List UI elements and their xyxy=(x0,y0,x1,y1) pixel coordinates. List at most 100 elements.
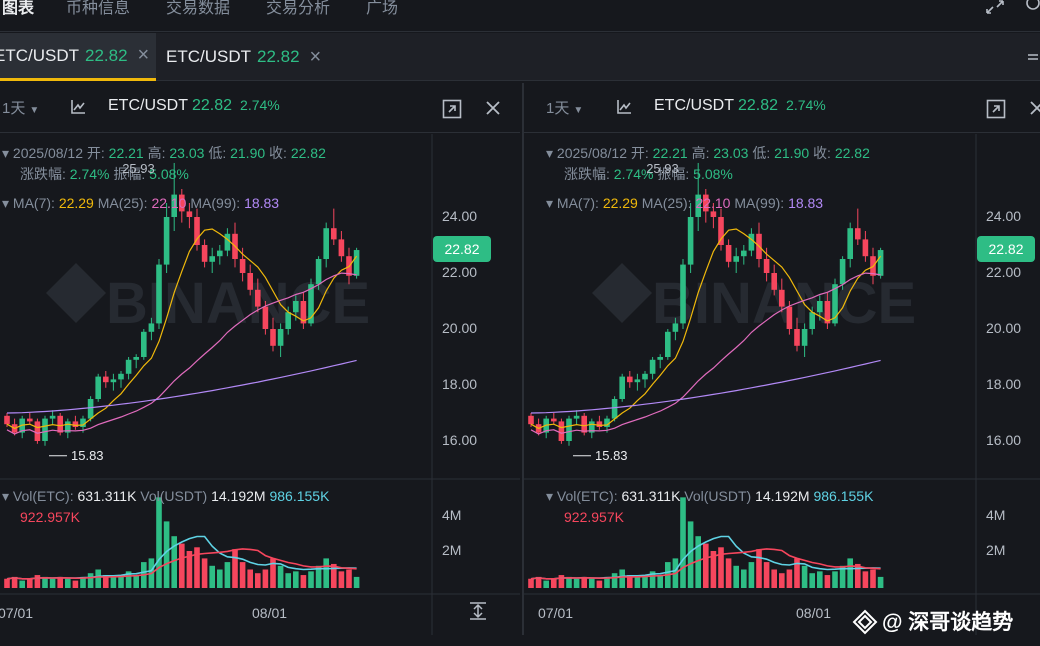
volume-bar xyxy=(49,578,56,588)
volume-bar xyxy=(756,549,762,588)
interval-selector[interactable]: 1天 ▼ xyxy=(546,97,583,118)
info-high-label: 高: xyxy=(691,145,710,161)
volume-bar xyxy=(733,565,739,588)
indicator-icon[interactable] xyxy=(70,99,86,115)
info-low: 21.90 xyxy=(774,145,810,161)
volume-bar xyxy=(217,569,223,588)
indicator-icon[interactable] xyxy=(616,99,632,115)
chart-panel-left: BINANCE 1天 ▼ ETC/USDT 22.82 2.74% 24.00 22.0… xyxy=(0,83,520,635)
close-icon[interactable]: × xyxy=(309,45,322,68)
candle-body xyxy=(95,376,101,399)
close-icon[interactable]: × xyxy=(137,44,150,66)
nav-item-square[interactable]: 广场 xyxy=(366,0,399,17)
candle-body xyxy=(619,376,625,399)
candle-body xyxy=(239,259,246,273)
candle-body xyxy=(171,194,177,217)
volume-bar xyxy=(338,571,345,588)
volume-bar xyxy=(27,578,33,588)
interval-selector[interactable]: 1天 ▼ xyxy=(2,97,39,118)
nav-item-trading-data[interactable]: 交易数据 xyxy=(166,0,231,17)
panel-header: 1天 ▼ ETC/USDT 22.82 2.74% xyxy=(0,83,520,133)
layout-icon[interactable] xyxy=(1026,49,1040,65)
volume-bar xyxy=(57,576,63,588)
ma99-line xyxy=(530,359,881,414)
candle-body xyxy=(847,228,853,259)
nav-item-coin-info[interactable]: 币种信息 xyxy=(66,0,131,17)
volume-bar xyxy=(619,569,625,588)
nav-item-chart[interactable]: 图表 xyxy=(2,0,35,17)
price-axis-tick: 20.00 xyxy=(986,320,1022,336)
pair-price: 22.82 xyxy=(192,97,233,114)
volume-bar xyxy=(95,569,101,588)
volume-bar xyxy=(566,576,572,588)
volume-bar xyxy=(179,543,185,588)
candle-body xyxy=(733,256,739,262)
info-amp-label: 振幅: xyxy=(113,166,146,182)
info-amp-val: 5.08% xyxy=(149,166,189,182)
time-axis-tick: 07/01 xyxy=(0,605,34,621)
tab-price: 22.82 xyxy=(85,45,128,65)
volume-bar xyxy=(695,536,701,588)
ohlc-info-row: ▾ 2025/08/12 开: 22.21 高: 23.03 低: 21.90 … xyxy=(2,145,326,161)
volume-bar xyxy=(42,576,48,588)
ma99-line xyxy=(6,359,357,414)
ohlc-info-row: ▾ 2025/08/12 开: 22.21 高: 23.03 低: 21.90 … xyxy=(546,145,870,161)
candlestick-chart[interactable]: BINANCE xyxy=(524,83,1040,635)
candlestick-chart[interactable]: BINANCE xyxy=(0,83,520,635)
nav-item-trading-analysis[interactable]: 交易分析 xyxy=(266,0,331,17)
popout-icon[interactable] xyxy=(442,99,462,119)
volume-bar xyxy=(163,521,170,588)
candle-body xyxy=(695,194,701,217)
info-change-label: 涨跌幅: xyxy=(20,166,66,182)
candle-body xyxy=(72,421,79,427)
candle-body xyxy=(573,415,580,419)
info-vol-usdt-label: Vol(USDT) xyxy=(140,488,208,504)
tab-symbol: ETC/USDT xyxy=(0,45,79,65)
pair-name: ETC/USDT xyxy=(654,97,734,114)
tab-etc-usdt-1[interactable]: ETC/USDT 22.82 × xyxy=(0,33,156,81)
info-ma99: 18.83 xyxy=(788,195,824,211)
candle-body xyxy=(566,418,572,441)
volume-bar xyxy=(255,573,261,588)
expand-icon[interactable] xyxy=(986,0,1004,14)
volume-bar xyxy=(718,547,724,588)
change-info-row: 涨跌幅: 2.74% 振幅: 5.08% xyxy=(20,164,189,184)
volume-bar xyxy=(763,562,770,588)
candle-body xyxy=(247,273,253,290)
volume-bar xyxy=(786,569,793,588)
candle-body xyxy=(855,228,861,240)
candle-body xyxy=(680,264,686,324)
popout-icon[interactable] xyxy=(986,99,1006,119)
volume-bar xyxy=(703,543,709,588)
volume-bar xyxy=(581,576,587,588)
info-vol-etc: 631.311K xyxy=(77,488,137,504)
volume-bar xyxy=(528,578,534,588)
info-high: 23.03 xyxy=(713,145,749,161)
volume-bar xyxy=(779,573,785,588)
volume-bar xyxy=(551,578,557,588)
close-icon[interactable] xyxy=(1030,101,1040,115)
binance-logo-watermark xyxy=(592,263,652,323)
info-vol-ma1: 986.155K xyxy=(813,488,874,504)
candle-body xyxy=(877,250,884,276)
volume-bar xyxy=(11,576,18,588)
volume-bar xyxy=(346,569,352,588)
volume-bar xyxy=(270,558,276,588)
candle-body xyxy=(87,399,94,419)
chevron-down-icon: ▼ xyxy=(29,105,40,116)
volume-bar xyxy=(110,576,117,588)
info-vol-etc: 631.311K xyxy=(621,488,681,504)
interval-label: 1天 xyxy=(546,100,570,117)
candle-body xyxy=(589,421,595,433)
candle-body xyxy=(201,245,208,262)
volume-bar xyxy=(543,580,549,588)
candle-body xyxy=(581,415,587,433)
panel-divider[interactable] xyxy=(522,83,524,635)
tab-etc-usdt-2[interactable]: ETC/USDT 22.82 × xyxy=(166,33,326,81)
volume-axis-tick: 4M xyxy=(986,507,1006,523)
info-close-label: 收: xyxy=(813,145,831,161)
close-icon[interactable] xyxy=(486,101,500,115)
more-icon[interactable] xyxy=(1026,0,1040,12)
candle-body xyxy=(103,376,109,383)
candle-body xyxy=(353,250,360,276)
